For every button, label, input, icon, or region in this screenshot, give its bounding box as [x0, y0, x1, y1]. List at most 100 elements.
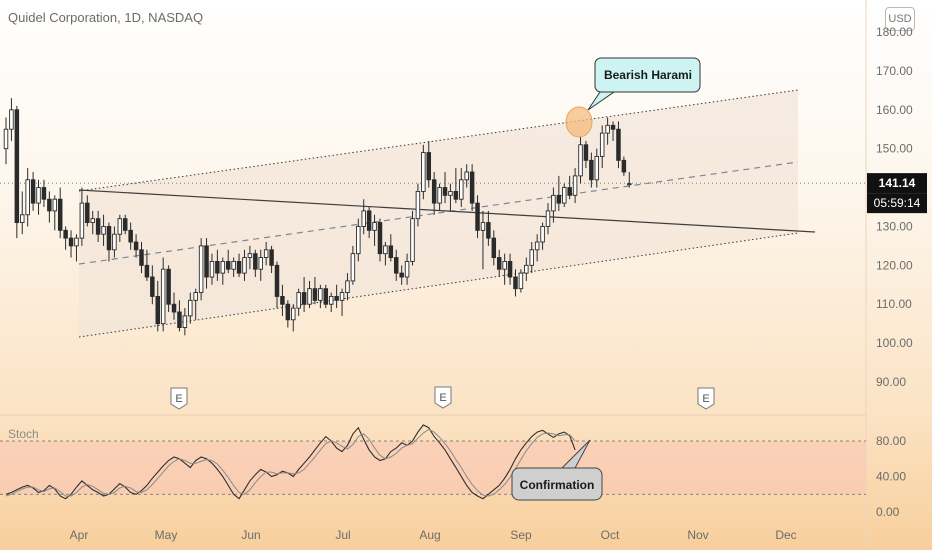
candle — [122, 218, 128, 231]
candle — [144, 264, 150, 278]
candle — [518, 272, 524, 290]
earnings-marker-label: E — [702, 393, 709, 405]
channel-median-line — [78, 161, 799, 265]
candle — [350, 253, 356, 282]
candle — [556, 194, 562, 204]
candle — [253, 253, 258, 270]
candle — [393, 257, 399, 274]
candle — [291, 307, 296, 321]
price-tick-label: 120.00 — [876, 258, 913, 272]
confirmation-callout-box — [511, 467, 603, 501]
candle — [524, 264, 529, 274]
countdown-badge — [867, 193, 927, 214]
candle — [491, 237, 497, 259]
candle — [20, 214, 25, 224]
candle — [404, 260, 410, 278]
time-tick-label: Nov — [687, 528, 708, 542]
candle — [3, 128, 9, 150]
candle — [312, 288, 318, 301]
candle — [545, 210, 551, 227]
candle — [204, 245, 209, 278]
stoch-tick-label: 0.00 — [876, 505, 900, 519]
candle — [383, 245, 388, 255]
candle — [356, 225, 361, 255]
candle — [448, 190, 453, 196]
candle — [469, 171, 475, 204]
candle — [562, 187, 567, 204]
candle — [242, 257, 247, 274]
candle — [534, 241, 540, 251]
candle — [209, 260, 215, 278]
candle — [220, 260, 226, 274]
price-tick-label: 160.00 — [876, 103, 913, 117]
candle — [296, 292, 301, 309]
channel-lower-line — [78, 232, 799, 338]
candle — [79, 202, 85, 239]
candle — [166, 268, 171, 305]
candle — [551, 194, 556, 212]
candle — [486, 222, 491, 239]
price-tick-label: 90.00 — [876, 375, 906, 389]
chart-title: Quidel Corporation, 1D, NASDAQ — [8, 10, 204, 25]
candle — [225, 260, 231, 270]
candle — [502, 260, 507, 270]
candle — [112, 233, 117, 251]
stoch-tick-label: 40.00 — [876, 470, 906, 484]
candle — [345, 280, 350, 294]
candle — [231, 260, 236, 270]
stoch-k-line — [5, 424, 576, 500]
price-tick-label: 150.00 — [876, 142, 913, 156]
price-tick-label: 170.00 — [876, 64, 913, 78]
currency-button[interactable]: USD — [885, 7, 915, 31]
candle — [399, 272, 404, 278]
candle — [188, 299, 193, 317]
time-tick-label: Sep — [510, 528, 532, 542]
candle — [285, 303, 291, 321]
candle — [372, 222, 377, 231]
candle — [421, 152, 426, 192]
candle — [410, 218, 415, 262]
candle — [9, 109, 14, 130]
candle — [437, 187, 442, 204]
channel-upper-line — [78, 89, 799, 192]
candle — [117, 218, 123, 235]
candle — [415, 190, 421, 220]
candle — [198, 245, 204, 294]
candle — [572, 175, 578, 196]
harami-highlight — [565, 106, 593, 138]
earnings-marker — [170, 387, 188, 410]
candle — [74, 237, 79, 247]
stoch-tick-label: 80.00 — [876, 434, 906, 448]
time-tick-label: May — [155, 528, 178, 542]
candle — [328, 295, 334, 305]
confirmation-callout-label: Confirmation — [520, 478, 595, 492]
time-tick-label: Dec — [775, 528, 796, 542]
candle — [323, 288, 329, 305]
earnings-marker — [697, 387, 715, 410]
candle — [339, 292, 345, 301]
candle — [247, 253, 253, 259]
candle — [36, 187, 41, 204]
candle — [616, 128, 621, 161]
price-tick-label: 110.00 — [876, 297, 912, 311]
candle — [52, 198, 58, 212]
candle — [567, 187, 572, 196]
trend-line — [78, 189, 816, 233]
candle — [621, 159, 627, 173]
candle — [529, 249, 534, 266]
candle — [133, 241, 139, 251]
price-tick-label: 130.00 — [876, 219, 913, 233]
candle — [155, 295, 161, 325]
candle — [442, 187, 448, 196]
candle — [426, 152, 432, 181]
candle — [361, 210, 366, 227]
countdown-value: 05:59:14 — [874, 196, 921, 210]
candle — [177, 311, 182, 329]
candle — [14, 109, 20, 224]
candle — [627, 183, 632, 186]
candle — [388, 245, 394, 259]
candle — [182, 315, 188, 329]
candle — [366, 210, 372, 231]
earnings-marker-label: E — [439, 392, 446, 404]
